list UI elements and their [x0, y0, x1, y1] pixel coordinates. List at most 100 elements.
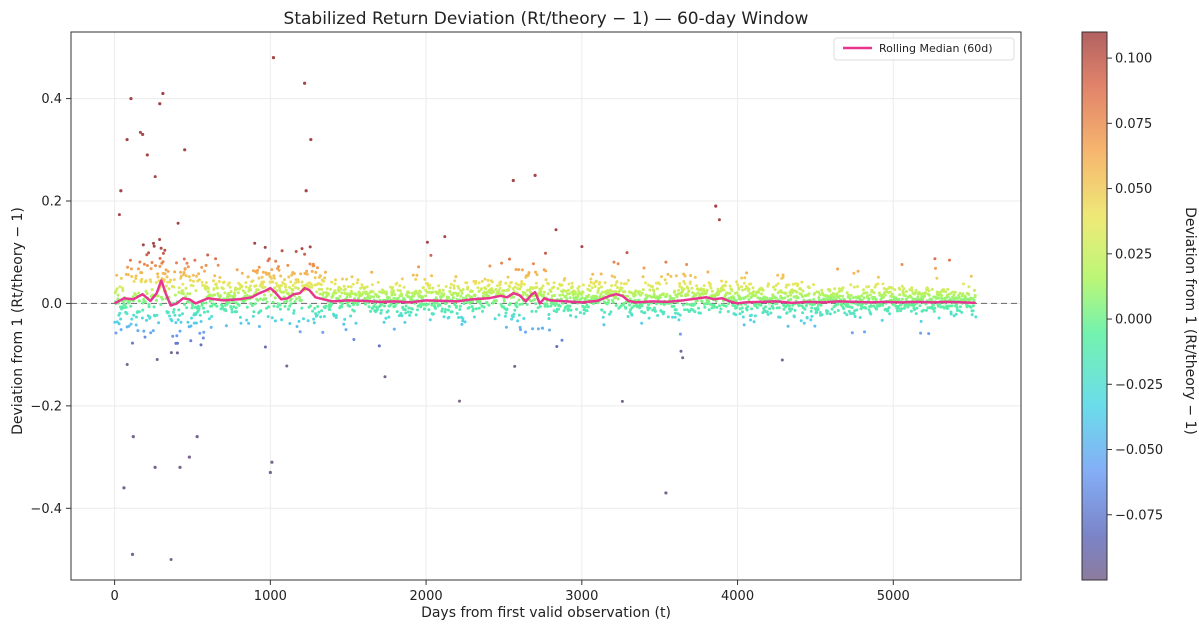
scatter-point	[398, 284, 402, 288]
scatter-point	[846, 302, 850, 306]
scatter-point	[602, 323, 606, 327]
scatter-point	[916, 295, 920, 299]
scatter-point	[362, 290, 366, 294]
scatter-point	[961, 292, 965, 296]
scatter-point	[955, 303, 959, 307]
scatter-point	[237, 303, 241, 307]
scatter-point	[538, 305, 542, 308]
scatter-point	[288, 304, 292, 308]
scatter-point	[286, 263, 290, 267]
scatter-point	[116, 297, 120, 301]
scatter-point	[274, 281, 278, 285]
scatter-point	[197, 305, 201, 309]
scatter-point	[367, 305, 371, 309]
scatter-point	[824, 297, 828, 301]
scatter-point	[753, 314, 757, 318]
scatter-point	[665, 292, 669, 296]
scatter-point	[852, 285, 856, 289]
scatter-point	[642, 266, 646, 270]
scatter-point	[948, 292, 952, 296]
colorbar-tick-label: 0.075	[1115, 117, 1152, 132]
scatter-point	[682, 280, 686, 283]
scatter-point	[577, 285, 581, 288]
scatter-point	[354, 321, 358, 325]
scatter-point	[482, 305, 486, 309]
x-tick-label: 4000	[721, 589, 754, 604]
scatter-point	[838, 294, 842, 298]
scatter-point	[660, 275, 663, 279]
scatter-point	[369, 295, 373, 299]
scatter-point	[206, 253, 210, 257]
scatter-point	[863, 330, 866, 334]
scatter-point	[182, 292, 185, 296]
scatter-point	[890, 286, 894, 290]
scatter-point	[346, 285, 350, 289]
scatter-point	[655, 295, 659, 299]
scatter-point	[552, 309, 556, 313]
scatter-point	[596, 289, 600, 293]
scatter-point	[457, 286, 461, 290]
scatter-point	[619, 281, 623, 285]
scatter-point	[554, 228, 558, 232]
scatter-point	[787, 283, 791, 287]
scatter-point	[648, 294, 651, 298]
scatter-point	[184, 286, 188, 290]
scatter-point	[300, 247, 304, 251]
scatter-point	[173, 270, 177, 274]
scatter-point	[513, 308, 517, 312]
scatter-point	[316, 266, 319, 270]
scatter-point	[609, 310, 613, 314]
scatter-point	[755, 306, 759, 310]
y-axis-label: Deviation from 1 (Rt/theory − 1)	[10, 207, 26, 435]
scatter-point	[446, 308, 450, 312]
scatter-point	[223, 291, 227, 295]
scatter-point	[195, 274, 198, 278]
scatter-point	[906, 305, 910, 309]
scatter-point	[658, 295, 662, 299]
scatter-point	[910, 289, 914, 292]
scatter-point	[552, 285, 556, 289]
scatter-point	[252, 310, 256, 314]
scatter-point	[176, 341, 179, 345]
scatter-point	[210, 315, 214, 318]
scatter-point	[656, 314, 660, 317]
x-tick-label: 2000	[410, 589, 443, 604]
scatter-point	[121, 300, 125, 303]
scatter-point	[549, 304, 553, 308]
scatter-point	[339, 287, 343, 291]
scatter-point	[460, 291, 464, 295]
scatter-point	[927, 332, 931, 336]
scatter-point	[516, 283, 520, 287]
scatter-point	[749, 313, 753, 317]
scatter-point	[165, 275, 169, 279]
scatter-point	[300, 306, 304, 310]
scatter-point	[174, 321, 178, 325]
scatter-point-outlier	[129, 96, 133, 101]
scatter-point	[634, 289, 638, 293]
scatter-point	[428, 286, 431, 290]
scatter-point	[177, 308, 181, 312]
scatter-point	[370, 283, 374, 287]
scatter-point	[408, 313, 412, 317]
scatter-point	[230, 310, 234, 314]
scatter-point	[847, 309, 851, 313]
y-tick-label: 0.0	[41, 297, 62, 312]
scatter-point	[599, 272, 603, 276]
scatter-point	[438, 288, 442, 292]
scatter-point	[672, 304, 676, 308]
scatter-point	[546, 292, 550, 296]
scatter-point	[155, 358, 159, 361]
scatter-point	[967, 292, 971, 296]
scatter-point	[973, 294, 977, 297]
scatter-point	[703, 305, 707, 309]
scatter-point	[678, 282, 682, 285]
scatter-point	[170, 319, 174, 323]
scatter-point	[788, 304, 791, 308]
scatter-point	[851, 296, 855, 300]
scatter-point	[818, 293, 822, 297]
scatter-point	[117, 213, 121, 217]
scatter-point	[392, 297, 396, 300]
scatter-point	[427, 308, 431, 312]
scatter-point	[248, 284, 252, 288]
